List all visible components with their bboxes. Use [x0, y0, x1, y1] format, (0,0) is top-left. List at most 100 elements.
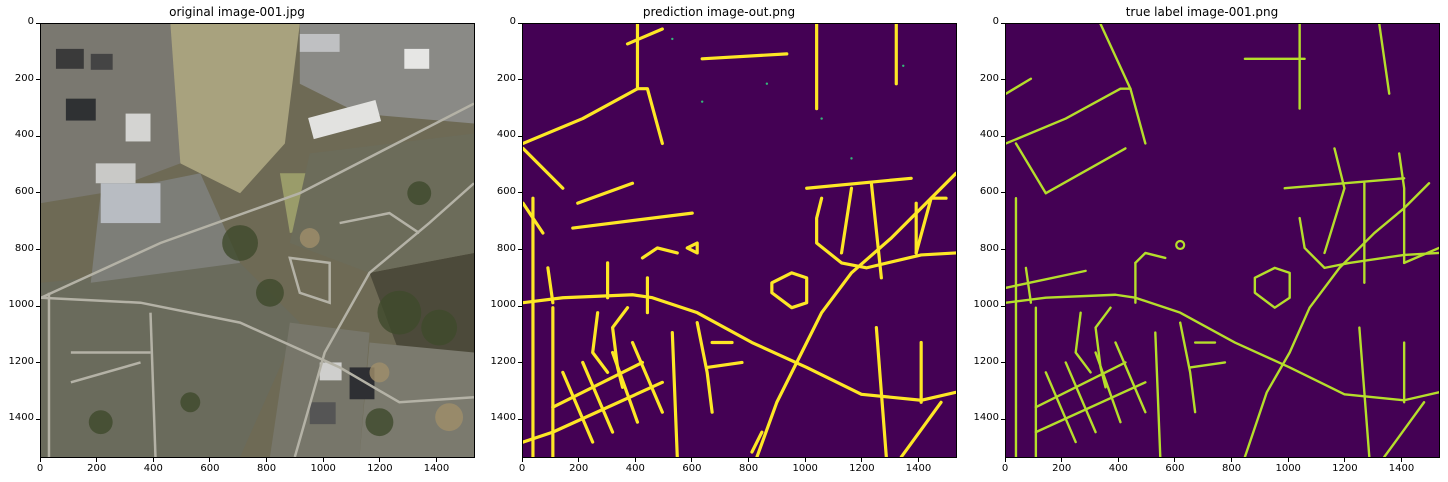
ytick-label: 600 [496, 185, 516, 197]
ytick-label: 800 [979, 242, 999, 254]
xtick [1174, 458, 1176, 462]
xtick [634, 458, 636, 462]
xtick-label: 200 [1052, 463, 1072, 474]
ytick [518, 362, 522, 364]
ytick-label: 400 [496, 129, 516, 141]
xtick [1231, 458, 1233, 462]
panel-title-truth: true label image-001.png [1125, 5, 1279, 19]
panel-title-prediction: prediction image-out.png [642, 5, 796, 19]
xtick-label: 0 [518, 463, 526, 474]
plot-truth [1005, 23, 1440, 458]
ytick [518, 418, 522, 420]
ytick [36, 22, 40, 24]
ytick-label: 0 [992, 16, 999, 27]
panel-title-original: original image-001.jpg [169, 5, 305, 19]
ytick [518, 79, 522, 81]
xtick-label: 800 [739, 463, 759, 474]
ytick [36, 79, 40, 81]
xtick-label: 200 [87, 463, 107, 474]
xtick-label: 0 [1001, 463, 1009, 474]
ytick-label: 200 [14, 72, 34, 84]
ytick-label: 1200 [973, 355, 999, 367]
ytick-label: 1000 [973, 299, 999, 311]
xtick-label: 400 [1108, 463, 1128, 474]
ytick [1001, 305, 1005, 307]
xtick-label: 1200 [367, 463, 393, 474]
xtick [96, 458, 98, 462]
xtick-label: 800 [257, 463, 277, 474]
plot-prediction [522, 23, 957, 458]
ytick-label: 200 [979, 72, 999, 84]
aerial-photo [41, 24, 474, 457]
xtick [322, 458, 324, 462]
xtick-label: 0 [36, 463, 44, 474]
ytick-label: 1200 [490, 355, 516, 367]
xtick-label: 1000 [1275, 463, 1301, 474]
xtick [861, 458, 863, 462]
xtick [1004, 458, 1006, 462]
xtick [152, 458, 154, 462]
ytick [1001, 362, 1005, 364]
ytick [518, 192, 522, 194]
xtick [1287, 458, 1289, 462]
xtick [266, 458, 268, 462]
xtick-label: 600 [200, 463, 220, 474]
xtick [578, 458, 580, 462]
ytick [36, 362, 40, 364]
ytick [1001, 418, 1005, 420]
ytick [518, 135, 522, 137]
ytick-label: 1400 [8, 412, 34, 424]
xtick-label: 1000 [310, 463, 336, 474]
ytick [1001, 135, 1005, 137]
ytick-label: 1400 [973, 412, 999, 424]
xtick-label: 1000 [792, 463, 818, 474]
ytick-label: 600 [14, 185, 34, 197]
ytick-label: 1000 [8, 299, 34, 311]
xtick [39, 458, 41, 462]
xtick [1400, 458, 1402, 462]
road-mask-label [1006, 24, 1439, 457]
xtick-label: 1400 [423, 463, 450, 474]
xtick-label: 1200 [849, 463, 875, 474]
xtick-label: 600 [1165, 463, 1185, 474]
ytick [36, 249, 40, 251]
xtick [521, 458, 523, 462]
ytick-label: 0 [509, 16, 516, 27]
ytick [36, 305, 40, 307]
ytick-label: 1400 [490, 412, 516, 424]
ytick [518, 305, 522, 307]
xtick [804, 458, 806, 462]
xtick [917, 458, 919, 462]
xtick-label: 800 [1222, 463, 1242, 474]
ytick-label: 1200 [8, 355, 34, 367]
ytick-label: 400 [979, 129, 999, 141]
panel-original: original image-001.jpg [0, 0, 475, 482]
ytick-label: 800 [14, 242, 34, 254]
xtick-label: 400 [143, 463, 163, 474]
xtick [379, 458, 381, 462]
ytick-label: 400 [14, 129, 34, 141]
ytick [518, 22, 522, 24]
ytick [1001, 192, 1005, 194]
ytick [36, 418, 40, 420]
ytick-label: 600 [979, 185, 999, 197]
road-mask-prediction [523, 24, 956, 457]
ytick [1001, 79, 1005, 81]
ytick [1001, 22, 1005, 24]
xtick-label: 400 [625, 463, 645, 474]
xtick [435, 458, 437, 462]
xtick [209, 458, 211, 462]
ytick [36, 135, 40, 137]
ytick-label: 0 [27, 16, 34, 27]
xtick-label: 600 [682, 463, 702, 474]
ytick-label: 1000 [490, 299, 516, 311]
ytick [518, 249, 522, 251]
xtick-label: 200 [569, 463, 589, 474]
panel-prediction: prediction image-out.png [482, 0, 957, 482]
xtick [748, 458, 750, 462]
xtick-label: 1200 [1332, 463, 1358, 474]
xtick [1117, 458, 1119, 462]
ytick [1001, 249, 1005, 251]
xtick [1344, 458, 1346, 462]
